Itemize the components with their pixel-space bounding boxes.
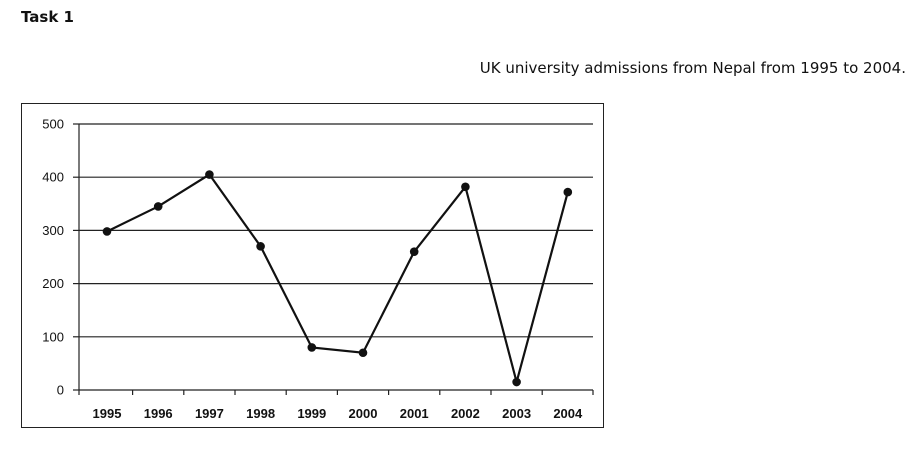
axes bbox=[73, 123, 594, 395]
y-tick-label: 300 bbox=[42, 223, 64, 238]
data-point bbox=[461, 182, 470, 192]
x-tick-label: 1997 bbox=[195, 406, 224, 421]
x-tick-label: 2000 bbox=[349, 406, 378, 421]
series-line bbox=[106, 173, 569, 387]
x-tick-label: 1995 bbox=[93, 406, 122, 421]
y-tick-label: 400 bbox=[42, 170, 64, 185]
data-point bbox=[256, 242, 265, 251]
data-point bbox=[512, 377, 521, 387]
data-point bbox=[358, 348, 368, 358]
x-tick-labels: 1995 1996 1997 1998 1999 2000 2001 2002 2003 2004 bbox=[93, 406, 583, 421]
data-point bbox=[307, 343, 317, 352]
x-tick-label: 2003 bbox=[502, 406, 531, 421]
y-tick-label: 0 bbox=[57, 383, 64, 398]
gridlines bbox=[79, 123, 593, 338]
data-point bbox=[102, 227, 112, 236]
y-tick-label: 200 bbox=[42, 276, 64, 291]
x-tick-label: 2001 bbox=[400, 406, 429, 421]
x-tick-label: 1998 bbox=[246, 406, 275, 421]
x-tick-label: 1996 bbox=[144, 406, 173, 421]
data-point bbox=[563, 187, 573, 197]
x-tick-label: 1999 bbox=[297, 406, 326, 421]
chart-frame bbox=[21, 103, 604, 428]
y-tick-label: 500 bbox=[42, 117, 64, 132]
data-point bbox=[153, 202, 163, 211]
data-point bbox=[409, 247, 419, 256]
x-tick-label: 2004 bbox=[553, 406, 583, 421]
data-point bbox=[205, 170, 214, 179]
x-tick-label: 2002 bbox=[451, 406, 480, 421]
chart-title: UK university admissions from Nepal from… bbox=[479, 59, 906, 77]
y-tick-label: 100 bbox=[42, 329, 64, 344]
y-tick-labels: 0 100 200 300 400 500 bbox=[42, 117, 64, 398]
task-title: Task 1 bbox=[21, 8, 74, 26]
series-layer bbox=[102, 170, 573, 387]
